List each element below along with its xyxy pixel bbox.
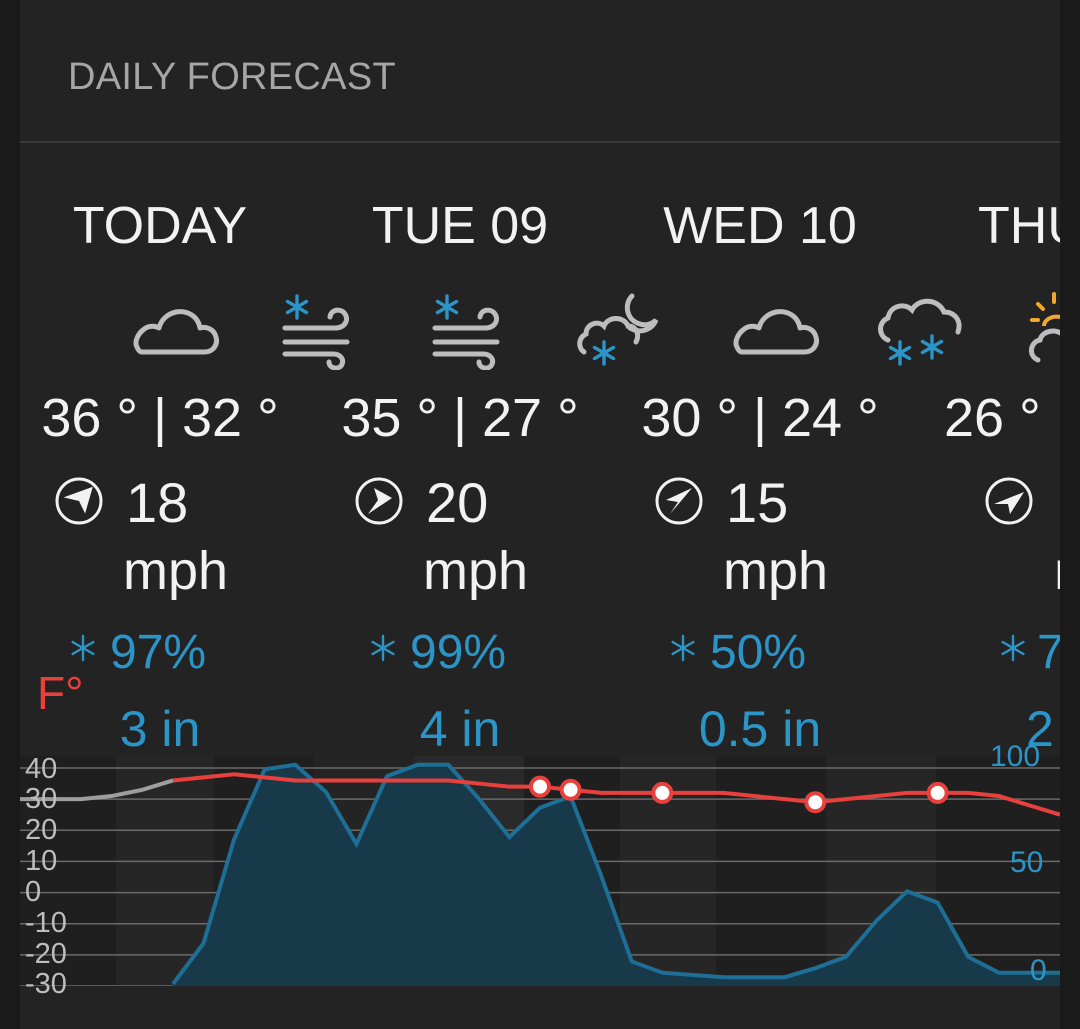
temperature-range: 36 ° | 32 ° [41, 388, 279, 448]
precip-row: 50% [610, 625, 910, 685]
temperature-range: 26 ° [944, 388, 1041, 448]
cloud-icon [133, 309, 219, 355]
precip-chance: 97% [110, 626, 207, 679]
wind-unit: mph [1054, 540, 1060, 602]
sun-cloud-icon [1029, 292, 1060, 363]
header-divider [20, 141, 1060, 143]
precip-amount: 0.5 in [698, 701, 822, 757]
temperature-marker [651, 781, 674, 804]
wind-row: 20 [310, 470, 610, 534]
wind-direction-icon [655, 477, 703, 525]
precip-row: 77% [910, 625, 1060, 685]
y-tick-left: 10 [25, 845, 58, 877]
wind-speed: 15 [726, 471, 789, 534]
snow-cloud-icon [878, 298, 962, 366]
day-column-thu[interactable]: THU 26 ° 1 mph 77% 2 [910, 150, 1060, 770]
snow-wind-icon [282, 294, 350, 370]
snow-wind-icon [432, 294, 500, 370]
section-title: DAILY FORECAST [68, 56, 396, 98]
snowflake-icon [671, 634, 695, 662]
y-tick-left: -20 [25, 938, 67, 970]
day-column-today[interactable]: TODAY 36 ° | 32 ° 18 mph 97% 3 in [20, 150, 310, 770]
wind-row: 18 [20, 470, 310, 534]
forecast-chart-svg [20, 756, 1060, 987]
daily-forecast-card: DAILY FORECAST TODAY 36 ° | 32 ° 18 mph … [20, 0, 1060, 1029]
y-tick-left: 40 [25, 753, 58, 785]
wind-direction-icon [355, 477, 403, 525]
y-tick-right: 100 [990, 740, 1041, 773]
wind-unit: mph [123, 541, 229, 601]
y-tick-left: 30 [25, 783, 58, 815]
day-column-tue[interactable]: TUE 09 35 ° | 27 ° 20 mph 99% 4 in [310, 150, 610, 770]
temperature-range: 30 ° | 24 ° [641, 388, 879, 448]
wind-speed: 18 [126, 471, 189, 534]
precip-chance: 77% [1037, 626, 1060, 679]
temperature-range: 35 ° | 27 ° [341, 388, 579, 448]
precip-amount: 2 [1026, 701, 1054, 757]
temperature-marker [559, 778, 582, 801]
day-name: TODAY [72, 197, 248, 255]
temperature-marker [926, 781, 949, 804]
cloud-icon [733, 309, 819, 355]
precip-line [171, 762, 1060, 986]
day-name: TUE 09 [371, 197, 549, 255]
snowflake-icon [71, 634, 95, 662]
snow-night-cloud-icon [577, 293, 659, 366]
y-tick-left: -30 [25, 968, 67, 1000]
snowflake-icon [371, 634, 395, 662]
wind-unit: mph [423, 541, 529, 601]
day-name: THU [978, 197, 1060, 255]
temperature-line [172, 772, 1060, 817]
y-tick-right: 0 [1030, 954, 1047, 987]
temperature-unit-label: F° [37, 667, 84, 719]
wind-speed: 1 [1056, 470, 1060, 535]
y-tick-left: -10 [25, 907, 67, 939]
wind-unit: mph [723, 541, 829, 601]
precip-row: 97% [20, 625, 310, 685]
wind-row: 1 [910, 470, 1060, 534]
precip-area [172, 764, 1060, 986]
wind-direction-icon [985, 477, 1033, 525]
precip-chance: 99% [410, 626, 507, 679]
precip-row: 99% [310, 625, 610, 685]
wind-speed: 20 [426, 471, 489, 534]
y-tick-left: 0 [25, 876, 42, 908]
y-tick-right: 50 [1010, 846, 1044, 879]
precip-chance: 50% [710, 626, 807, 679]
day-column-wed[interactable]: WED 10 30 ° | 24 ° 15 mph 50% 0.5 in [610, 150, 910, 770]
precip-amount: 3 in [119, 701, 201, 757]
y-tick-left: 20 [25, 814, 58, 846]
day-name: WED 10 [663, 197, 857, 255]
forecast-chart: 40 30 20 10 0 -10 -20 -30 100 50 0 [20, 740, 1060, 1000]
precip-amount: 4 in [419, 701, 501, 757]
temperature-history-line [20, 778, 174, 802]
wind-direction-icon [55, 477, 103, 525]
temperature-marker [529, 775, 551, 798]
temperature-marker [804, 791, 827, 814]
snowflake-icon [1001, 634, 1025, 662]
wind-row: 15 [610, 470, 910, 534]
